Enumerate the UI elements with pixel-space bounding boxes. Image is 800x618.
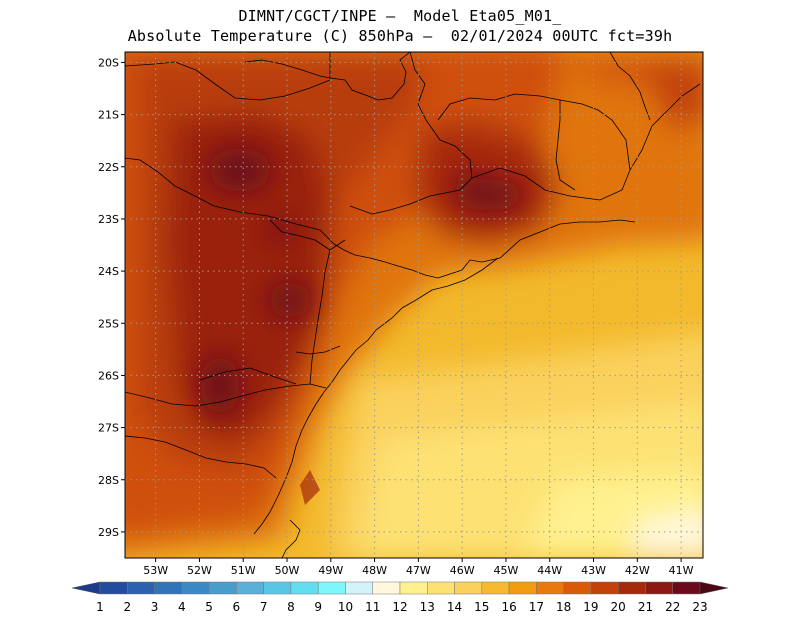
lat-tick-label: 24S xyxy=(98,265,119,278)
colorbar-label: 18 xyxy=(556,600,571,614)
colorbar-label: 5 xyxy=(205,600,213,614)
colorbar-label: 12 xyxy=(392,600,407,614)
colorbar-swatch xyxy=(536,581,564,595)
colorbar-label: 17 xyxy=(529,600,544,614)
lon-tick-label: 50W xyxy=(275,564,300,577)
colorbar-label: 15 xyxy=(474,600,489,614)
colorbar-label: 4 xyxy=(178,600,186,614)
lon-tick-label: 42W xyxy=(625,564,650,577)
lat-tick-label: 23S xyxy=(98,213,119,226)
colorbar-label: 2 xyxy=(123,600,131,614)
colorbar-high-arrow xyxy=(699,581,729,595)
colorbar-label: 13 xyxy=(420,600,435,614)
colorbar-swatch xyxy=(181,581,210,595)
colorbar-swatch xyxy=(508,581,537,595)
colorbar-label: 23 xyxy=(692,600,707,614)
colorbar-label: 14 xyxy=(447,600,462,614)
lat-tick-label: 20S xyxy=(98,56,119,69)
colorbar-swatch xyxy=(563,581,592,595)
lat-lon-grid xyxy=(125,52,703,558)
colorbar-swatch xyxy=(454,581,483,595)
lat-tick-label: 21S xyxy=(98,109,119,122)
colorbar-label: 6 xyxy=(233,600,241,614)
colorbar-swatch xyxy=(236,581,264,595)
lon-tick-label: 48W xyxy=(362,564,387,577)
colorbar-swatch xyxy=(99,581,128,595)
colorbar-swatch xyxy=(208,581,237,595)
colorbar-swatch xyxy=(290,581,319,595)
colorbar-swatch xyxy=(672,581,701,595)
lon-tick-label: 44W xyxy=(537,564,562,577)
map-frame xyxy=(124,51,704,559)
lat-tick-label: 25S xyxy=(98,317,119,330)
chart-title-line-2: Absolute Temperature (C) 850hPa — 02/01/… xyxy=(127,27,673,45)
colorbar-swatch xyxy=(263,581,292,595)
lon-tick-label: 52W xyxy=(187,564,212,577)
colorbar-label: 7 xyxy=(260,600,268,614)
colorbar-swatch xyxy=(645,581,673,595)
lon-tick-label: 46W xyxy=(450,564,475,577)
lon-tick-label: 53W xyxy=(143,564,168,577)
colorbar-label: 19 xyxy=(583,600,598,614)
lat-tick-label: 27S xyxy=(98,422,119,435)
longitude-axis: 53W 52W 51W 50W 49W 48W 47W 46W 45W 44W 43W 42W 41W xyxy=(143,558,694,577)
lon-tick-label: 41W xyxy=(669,564,694,577)
lat-tick-label: 22S xyxy=(98,161,119,174)
colorbar: 1 2 3 4 5 6 7 8 9 10 11 12 13 14 15 16 17 18 19 20 21 22 23 xyxy=(71,581,729,614)
colorbar-label: 16 xyxy=(501,600,516,614)
coastline-and-borders xyxy=(125,52,701,558)
colorbar-swatch xyxy=(372,581,401,595)
colorbar-label: 3 xyxy=(151,600,159,614)
lat-tick-label: 28S xyxy=(98,474,119,487)
lat-tick-label: 29S xyxy=(98,526,119,539)
colorbar-label: 1 xyxy=(96,600,104,614)
colorbar-label: 22 xyxy=(665,600,680,614)
chart-title-line-1: DIMNT/CGCT/INPE — Model Eta05_M01_ xyxy=(238,7,562,25)
colorbar-label: 9 xyxy=(314,600,322,614)
colorbar-swatch xyxy=(427,581,455,595)
lon-tick-label: 47W xyxy=(406,564,431,577)
lon-tick-label: 45W xyxy=(494,564,519,577)
colorbar-label: 8 xyxy=(287,600,295,614)
colorbar-label: 10 xyxy=(338,600,353,614)
colorbar-swatch xyxy=(590,581,619,595)
lon-tick-label: 49W xyxy=(318,564,343,577)
colorbar-swatch xyxy=(399,581,428,595)
colorbar-label: 11 xyxy=(365,600,380,614)
colorbar-swatch xyxy=(481,581,510,595)
colorbar-label: 20 xyxy=(611,600,626,614)
colorbar-swatch xyxy=(617,581,646,595)
lat-tick-label: 26S xyxy=(98,369,119,382)
colorbar-label: 21 xyxy=(638,600,653,614)
colorbar-swatch xyxy=(154,581,183,595)
colorbar-swatch xyxy=(345,581,373,595)
colorbar-swatch xyxy=(317,581,346,595)
colorbar-swatch xyxy=(127,581,155,595)
latitude-axis: 20S 21S 22S 23S 24S 25S 26S 27S 28S 29S xyxy=(98,56,125,539)
lon-tick-label: 51W xyxy=(231,564,256,577)
lon-tick-label: 43W xyxy=(581,564,606,577)
temperature-field xyxy=(125,52,703,558)
colorbar-low-arrow xyxy=(71,581,101,595)
